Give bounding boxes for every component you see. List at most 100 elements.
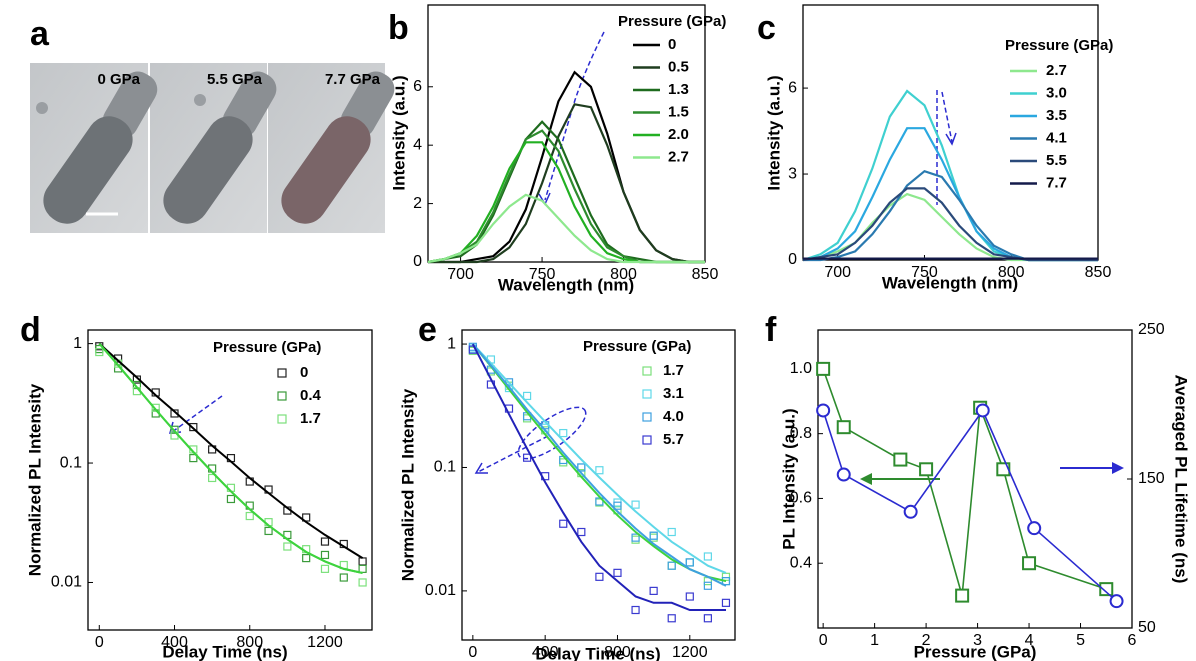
marker [631, 500, 640, 509]
series-line [427, 193, 705, 264]
y-tick-label: 6 [413, 78, 422, 95]
x-axis-label: Pressure (GPa) [914, 642, 1037, 661]
legend-label: 2.7 [1046, 62, 1067, 79]
legend-title: Pressure (GPa) [583, 338, 691, 355]
x-tick-label: 800 [610, 266, 637, 283]
marker [522, 453, 532, 462]
legend-marker [642, 435, 652, 445]
x-tick-label: 750 [911, 264, 938, 281]
marker [816, 403, 831, 418]
x-tick-label: 400 [161, 634, 188, 651]
marker [577, 527, 586, 537]
series-line [428, 103, 705, 264]
x-axis-label: Delay Time (ns) [535, 644, 660, 661]
fit-line [98, 342, 363, 574]
marker [816, 361, 831, 376]
arrow-head [860, 473, 872, 485]
y-tick-label: 0.1 [60, 454, 82, 471]
y-axis-label: Normalized PL Intensity [398, 388, 417, 581]
legend-marker [277, 391, 287, 401]
legend-label: 3.0 [1046, 84, 1067, 101]
y-tick-label: 0.4 [790, 554, 812, 571]
marker [358, 557, 367, 566]
marker [836, 467, 851, 482]
x-tick-label: 850 [1085, 264, 1112, 281]
x-tick-label: 850 [692, 266, 719, 283]
trend-arrow [941, 91, 953, 143]
marker [559, 428, 568, 438]
x-tick-label: 800 [236, 634, 263, 651]
rod [281, 116, 371, 224]
y-tick-label: 2 [413, 195, 422, 212]
y-tick-label: 0.01 [51, 574, 82, 591]
y-tick-label: 1 [73, 335, 82, 352]
marker [339, 573, 348, 582]
x-tick-label: 5 [1076, 632, 1085, 649]
panel-letter: b [388, 9, 409, 47]
marker [595, 466, 604, 475]
legend-label: 7.7 [1046, 174, 1067, 191]
y-tick-label: 0.1 [434, 459, 456, 476]
legend-label: 3.1 [663, 385, 684, 402]
legend-label: 4.1 [1046, 129, 1067, 146]
marker [703, 552, 712, 561]
marker [721, 572, 731, 581]
legend-label: 2.0 [668, 126, 689, 143]
arrow-head [945, 132, 957, 146]
arrow-head [474, 462, 488, 474]
x-tick-label: 1200 [672, 644, 708, 661]
y-tick-label: 0 [788, 251, 797, 268]
panel-letter: e [418, 311, 437, 349]
marker [685, 558, 694, 567]
x-tick-label: 750 [529, 266, 556, 283]
marker [613, 501, 622, 510]
legend-label: 1.3 [668, 81, 689, 98]
y-tick-label: 0 [413, 253, 422, 270]
y-tick-label: 3 [788, 165, 797, 182]
rod [163, 116, 253, 224]
y-tick-label: 0.8 [790, 425, 812, 442]
trend-arrow [477, 435, 549, 473]
axis-arrows [860, 462, 1124, 485]
marker [893, 452, 908, 467]
marker [667, 527, 676, 537]
legend-marker [642, 389, 652, 399]
marker [613, 568, 622, 577]
marker [264, 526, 273, 536]
marker [703, 614, 712, 623]
marker [996, 462, 1011, 477]
panel-letter: a [30, 15, 50, 53]
plot-frame [802, 4, 1099, 261]
x-tick-label: 4 [1025, 632, 1034, 649]
y-tick-label: 1.0 [790, 360, 812, 377]
fit-line [472, 343, 727, 574]
marker [1022, 556, 1037, 571]
marker [151, 403, 160, 412]
marker [955, 588, 970, 603]
legend-label: 4.0 [663, 408, 684, 425]
legend-label: 1.5 [668, 103, 689, 120]
x-tick-label: 400 [532, 644, 559, 661]
y-axis-label: Intensity (a.u.) [764, 75, 783, 190]
y-tick-label: 4 [413, 136, 422, 153]
marker [667, 614, 676, 623]
y-tick-label: 0.01 [425, 582, 456, 599]
particle [36, 102, 48, 114]
y-axis-label: Intensity (a.u.) [389, 75, 408, 190]
marker [358, 578, 367, 587]
trend-arrow [544, 31, 605, 201]
marker [358, 564, 367, 573]
legend-marker [642, 412, 652, 422]
group-ellipse [517, 406, 587, 460]
marker [667, 561, 676, 570]
marker [559, 519, 568, 528]
marker [685, 558, 694, 567]
plot-frame [427, 4, 706, 263]
x-tick-label: 1 [870, 632, 879, 649]
marker [685, 558, 694, 567]
y2-tick-label: 250 [1138, 321, 1165, 338]
marker [283, 542, 292, 551]
marker [631, 605, 640, 615]
panel-letter: c [757, 9, 776, 47]
marker [189, 453, 198, 463]
